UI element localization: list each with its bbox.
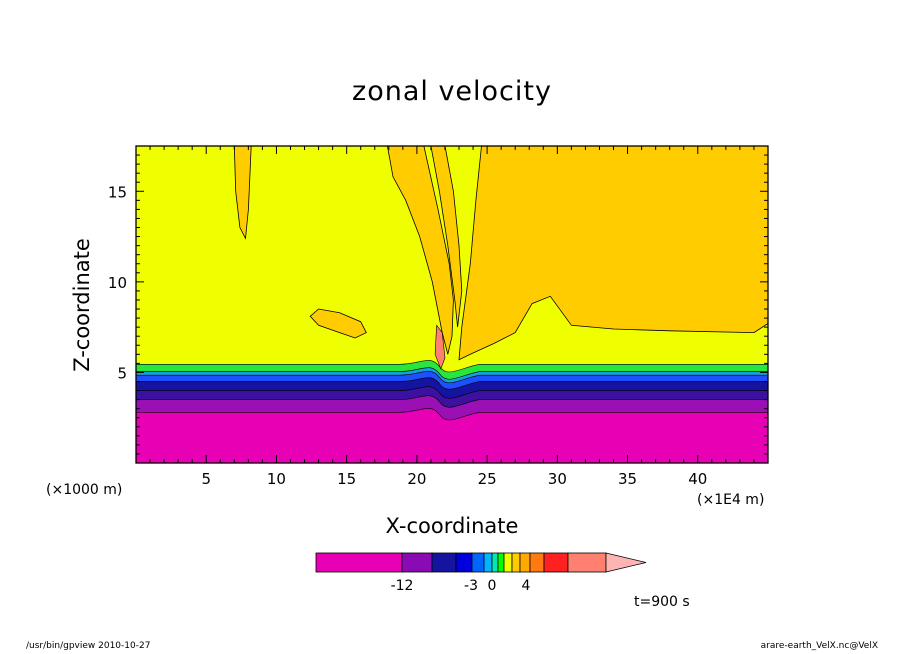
colorbar-label: -12	[390, 578, 414, 594]
x-tick-label: 5	[201, 470, 211, 488]
contour-region-positive	[386, 146, 454, 355]
colorbar-arrow	[605, 552, 647, 573]
plot-frame	[135, 145, 769, 464]
footer-program-date: /usr/bin/gpview 2010-10-27	[26, 641, 151, 651]
time-annotation: t=900 s	[634, 594, 690, 610]
x-tick-label: 40	[688, 470, 707, 488]
colorbar-segment	[497, 552, 505, 573]
contour-peak	[434, 324, 446, 370]
colorbar-segment	[455, 552, 473, 573]
colorbar-label: 0	[487, 578, 497, 594]
x-tick-label: 35	[618, 470, 637, 488]
colorbar-segment	[483, 552, 493, 573]
contour-region-positive	[458, 146, 768, 361]
y-tick-label: 5	[117, 364, 127, 382]
colorbar-segment	[401, 552, 433, 573]
y-tick-label: 15	[108, 183, 127, 201]
colorbar-label: -3	[464, 578, 478, 594]
x-tick-label: 15	[337, 470, 356, 488]
colorbar-segment	[315, 552, 403, 573]
x-tick-label: 20	[407, 470, 426, 488]
contour-region-positive	[309, 308, 367, 339]
x-axis-unit-right: (×1E4 m)	[697, 492, 765, 508]
x-tick-label: 10	[267, 470, 286, 488]
chart-title: zonal velocity	[352, 76, 552, 107]
y-axis-label: Z-coordinate	[70, 238, 94, 372]
y-tick-label: 10	[108, 274, 127, 292]
x-tick-label: 25	[478, 470, 497, 488]
colorbar-segment	[491, 552, 499, 573]
colorbar-segment	[471, 552, 485, 573]
footer-data-source: arare-earth_VelX.nc@VelX	[760, 641, 878, 651]
contour-layer	[136, 408, 768, 463]
x-tick-label: 30	[548, 470, 567, 488]
colorbar-label: 4	[521, 578, 531, 594]
colorbar-segment	[519, 552, 531, 573]
colorbar-segment	[567, 552, 607, 573]
colorbar-segment	[503, 552, 513, 573]
colorbar-segment	[529, 552, 545, 573]
contour-region-positive	[233, 146, 252, 240]
contour-field	[136, 146, 768, 463]
x-axis-label: X-coordinate	[385, 514, 519, 538]
colorbar-segment	[431, 552, 457, 573]
colorbar-segment	[543, 552, 569, 573]
x-axis-unit-left: (×1000 m)	[46, 482, 123, 498]
colorbar-segment	[511, 552, 521, 573]
contour-region-positive	[430, 146, 463, 328]
